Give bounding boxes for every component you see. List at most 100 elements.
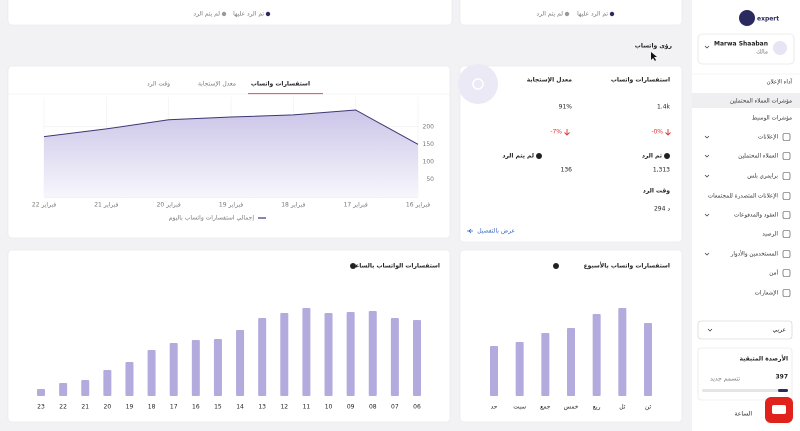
balance-card [697,347,793,401]
bar [125,362,134,396]
bar [346,312,355,396]
bar [390,318,399,396]
menu-icon [782,269,791,277]
menu-item[interactable]: أمن [769,269,778,277]
bar [490,346,498,396]
x-tick-label: حد [491,404,498,411]
chevron [704,252,710,256]
info-icon [664,153,670,159]
language-select[interactable] [697,320,793,340]
legend-label: تم الرد عليها [577,11,608,18]
menu-item[interactable]: برايمري بلس [747,174,778,180]
x-tick-label: 18 [148,404,156,411]
avatar [773,41,787,55]
bar [147,350,156,396]
x-tick-label: 09 [347,404,355,411]
stat-label: وقت الرد [643,188,670,195]
x-tick-label: 07 [391,404,399,411]
info-icon [536,153,542,159]
legend-label: تم الرد عليها [233,11,264,18]
bar [302,308,311,396]
bar [618,308,627,396]
balance-title: الأرصدة المتبقية [739,355,788,363]
language: عربي [772,327,786,334]
x-tick-label: خمس [564,404,579,411]
bar [81,380,90,396]
bar [541,333,550,396]
link-arrow [467,228,473,234]
stat-label: لم يتم الرد [502,153,534,160]
x-tick-label: جمع [540,404,551,411]
x-tick-label: ثن [645,404,652,411]
tab-underline [248,93,323,95]
stat-value: 1,313 [653,167,670,174]
x-tick-label: 21 فبراير [94,202,118,209]
x-tick-label: 22 [59,404,67,411]
menu-icon [782,172,791,180]
x-tick-label: ربع [593,404,601,411]
chevron [704,135,710,139]
top-card [459,0,683,26]
menu-item[interactable]: الإعلانات المتصدرة للمجتمعات [708,194,779,200]
x-tick-label: 15 [214,404,222,411]
details-link[interactable]: عرض بالتفصيل [477,228,515,235]
x-tick-label: 06 [413,404,421,411]
chevron [704,174,710,178]
user-card[interactable] [697,33,795,65]
y-tick-label: 50 [426,176,434,183]
x-tick-label: 20 فبراير [157,202,181,209]
bar [169,343,178,396]
stat-value: 294 د [654,206,670,213]
legend-label: إجمالي استفسارات واتساب باليوم [169,215,255,222]
x-tick-label: 10 [325,404,333,411]
down-arrow [564,129,570,136]
menu-item[interactable]: مؤشرات العملاء المحتملين [730,99,792,105]
tab[interactable]: معدل الإستجابة [198,81,236,88]
balance-note: تتسمم جديد [710,376,740,383]
x-tick-label: سبت [513,404,526,411]
progress-track [702,389,788,392]
menu-item[interactable]: المستخدمين والأدوار [730,250,779,258]
x-tick-label: 08 [369,404,377,411]
decor-circle [458,64,498,104]
menu-icon [782,289,791,297]
bar [213,339,222,396]
hourly-card [7,249,451,423]
x-tick-label: 22 فبراير [32,202,56,209]
x-tick-label: 23 [37,404,45,411]
top-card [7,0,453,26]
chevron [707,328,713,332]
bar [413,320,421,396]
kpi-label: معدل الإستجابة [527,77,572,84]
menu-item[interactable]: الرصيد [762,232,778,238]
user-role: مالك [756,49,768,56]
x-tick-label: 11 [303,404,311,411]
tab[interactable]: استفسارات واتساب [251,81,310,88]
chart-title: استفسارات واتساب بالأسبوع [584,262,670,270]
bar [592,314,601,396]
menu-item[interactable]: الإشعارات [755,291,779,297]
menu-icon [782,250,791,258]
menu-item[interactable]: الإعلانات [758,135,778,141]
menu-item[interactable]: مؤشرات الوسيط [752,116,792,122]
tab[interactable]: وقت الرد [147,81,170,88]
kpi-change: -7% [550,129,562,136]
menu-item[interactable]: آداء الإعلان [766,79,792,86]
kpi-value: 1.4k [657,104,671,111]
y-tick-label: 200 [423,123,435,130]
menu-item[interactable]: العملاء المحتملين [738,154,778,160]
y-tick-label: 100 [423,158,435,165]
menu-icon [782,211,791,219]
legend-dot [221,11,227,17]
bar [515,342,524,396]
progress-fill [778,389,788,392]
menu-icon [782,230,791,238]
cursor [651,52,657,61]
menu: آداء الإعلان مؤشرات العملاء المحتملين مؤشر… [692,79,800,297]
menu-item[interactable]: العقود والمدفوعات [734,213,778,219]
page-title: رؤى واتساب [635,43,673,50]
down-arrow [665,129,671,136]
bar [236,330,245,396]
menu-highlight [692,93,800,108]
